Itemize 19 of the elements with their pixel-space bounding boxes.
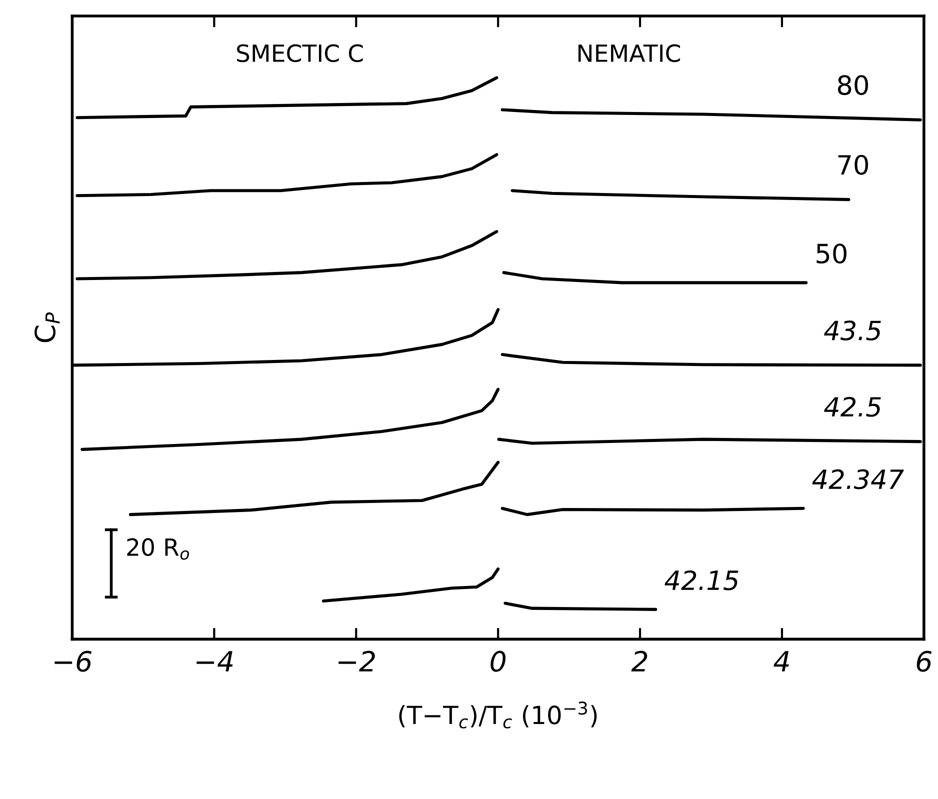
series-label: 50 <box>816 244 846 264</box>
series-label: 43.5 <box>824 320 881 340</box>
text: SMECTIC C <box>237 44 363 62</box>
x-tick-label: 2 <box>631 650 648 672</box>
y-axis-title: C$_{P}$ <box>34 312 60 342</box>
series-label: 80 <box>838 75 868 96</box>
x-axis-title: (T−T$_{c}$)/T$_{c}$ (10$^{−3}$) <box>399 701 597 728</box>
annotation: 20 R$_{o}$ <box>127 538 189 560</box>
series-label: 42.5 <box>824 396 881 417</box>
x-tick-label: −2 <box>338 650 375 672</box>
series-label: 42.347 <box>812 469 904 490</box>
text: NEMATIC <box>578 44 680 62</box>
x-tick-label: 0 <box>490 650 506 672</box>
x-tick-label: −6 <box>54 650 92 672</box>
series-label: 42.15 <box>664 570 738 590</box>
series-label: 70 <box>838 154 868 175</box>
x-tick-label: 4 <box>774 651 789 672</box>
x-tick-label: 6 <box>916 650 932 672</box>
x-tick-label: −4 <box>196 651 233 672</box>
